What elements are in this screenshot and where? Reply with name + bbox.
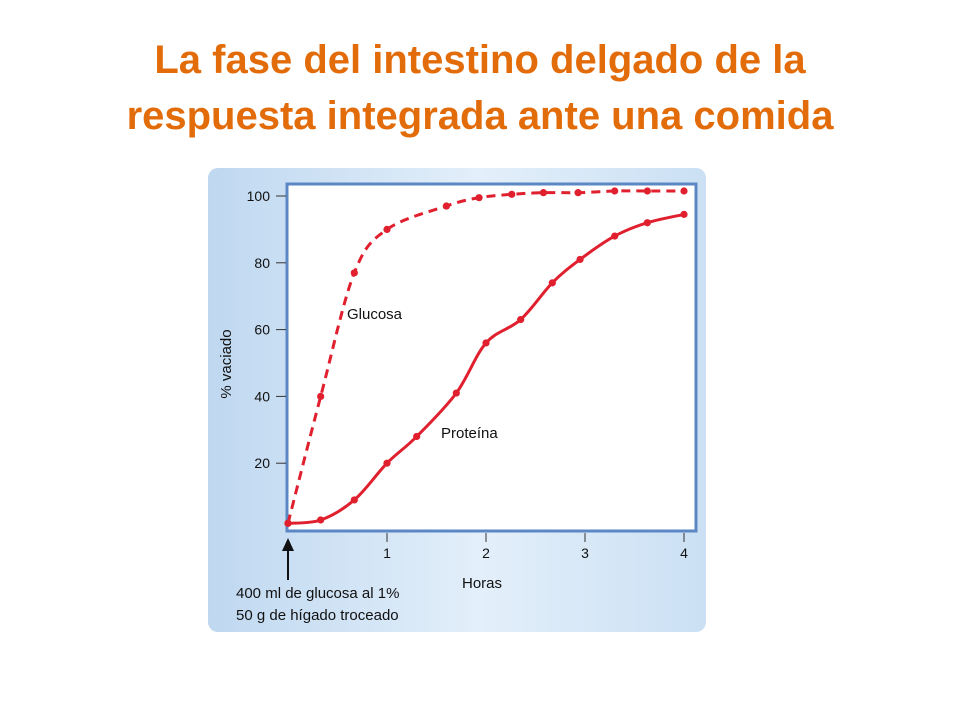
x-tick-label: 1: [383, 545, 391, 561]
data-point-proteina: [680, 210, 688, 218]
data-point-proteina: [284, 519, 292, 527]
x-tick-label: 4: [680, 545, 688, 561]
data-point-glucosa: [508, 190, 516, 198]
y-tick-label: 100: [247, 188, 271, 204]
data-point-glucosa: [317, 392, 325, 400]
data-point-glucosa: [539, 189, 548, 197]
data-point-glucosa: [475, 194, 483, 202]
data-point-proteina: [350, 496, 358, 504]
x-axis-label: Horas: [462, 575, 502, 592]
series-label-proteina: Proteína: [441, 425, 498, 442]
plot-area: [285, 182, 698, 533]
x-tick-label: 2: [482, 545, 490, 561]
annotation-line-1: 400 ml de glucosa al 1%: [236, 585, 399, 602]
data-point-proteina: [517, 315, 525, 324]
data-point-glucosa: [442, 202, 450, 210]
slide-title-line-2: respuesta integrada ante una comida: [126, 94, 834, 138]
annotation-line-2: 50 g de hígado troceado: [236, 607, 399, 624]
slide-title: La fase del intestino delgado de la resp…: [0, 32, 960, 144]
slide-title-line-1: La fase del intestino delgado de la: [154, 38, 806, 82]
data-point-proteina: [452, 389, 460, 397]
data-point-proteina: [643, 219, 651, 227]
data-point-proteina: [413, 432, 421, 441]
data-point-glucosa: [350, 269, 358, 277]
data-point-proteina: [611, 232, 619, 240]
start-arrow-head: [282, 538, 294, 551]
data-point-glucosa: [383, 225, 391, 233]
data-point-proteina: [482, 339, 490, 347]
y-tick-label: 40: [254, 388, 270, 404]
data-point-proteina: [383, 459, 391, 467]
y-tick-label: 20: [254, 455, 270, 471]
data-point-glucosa: [643, 187, 651, 195]
x-tick-label: 3: [581, 545, 589, 561]
data-point-proteina: [317, 516, 325, 524]
data-point-glucosa: [611, 187, 619, 195]
data-point-glucosa: [574, 189, 582, 197]
data-point-proteina: [576, 255, 584, 264]
y-tick-label: 60: [254, 322, 270, 338]
y-tick-label: 80: [254, 255, 270, 271]
y-axis-label: % vaciado: [218, 329, 235, 398]
series-label-glucosa: Glucosa: [347, 306, 403, 323]
data-point-glucosa: [680, 187, 688, 195]
data-point-proteina: [548, 279, 556, 287]
